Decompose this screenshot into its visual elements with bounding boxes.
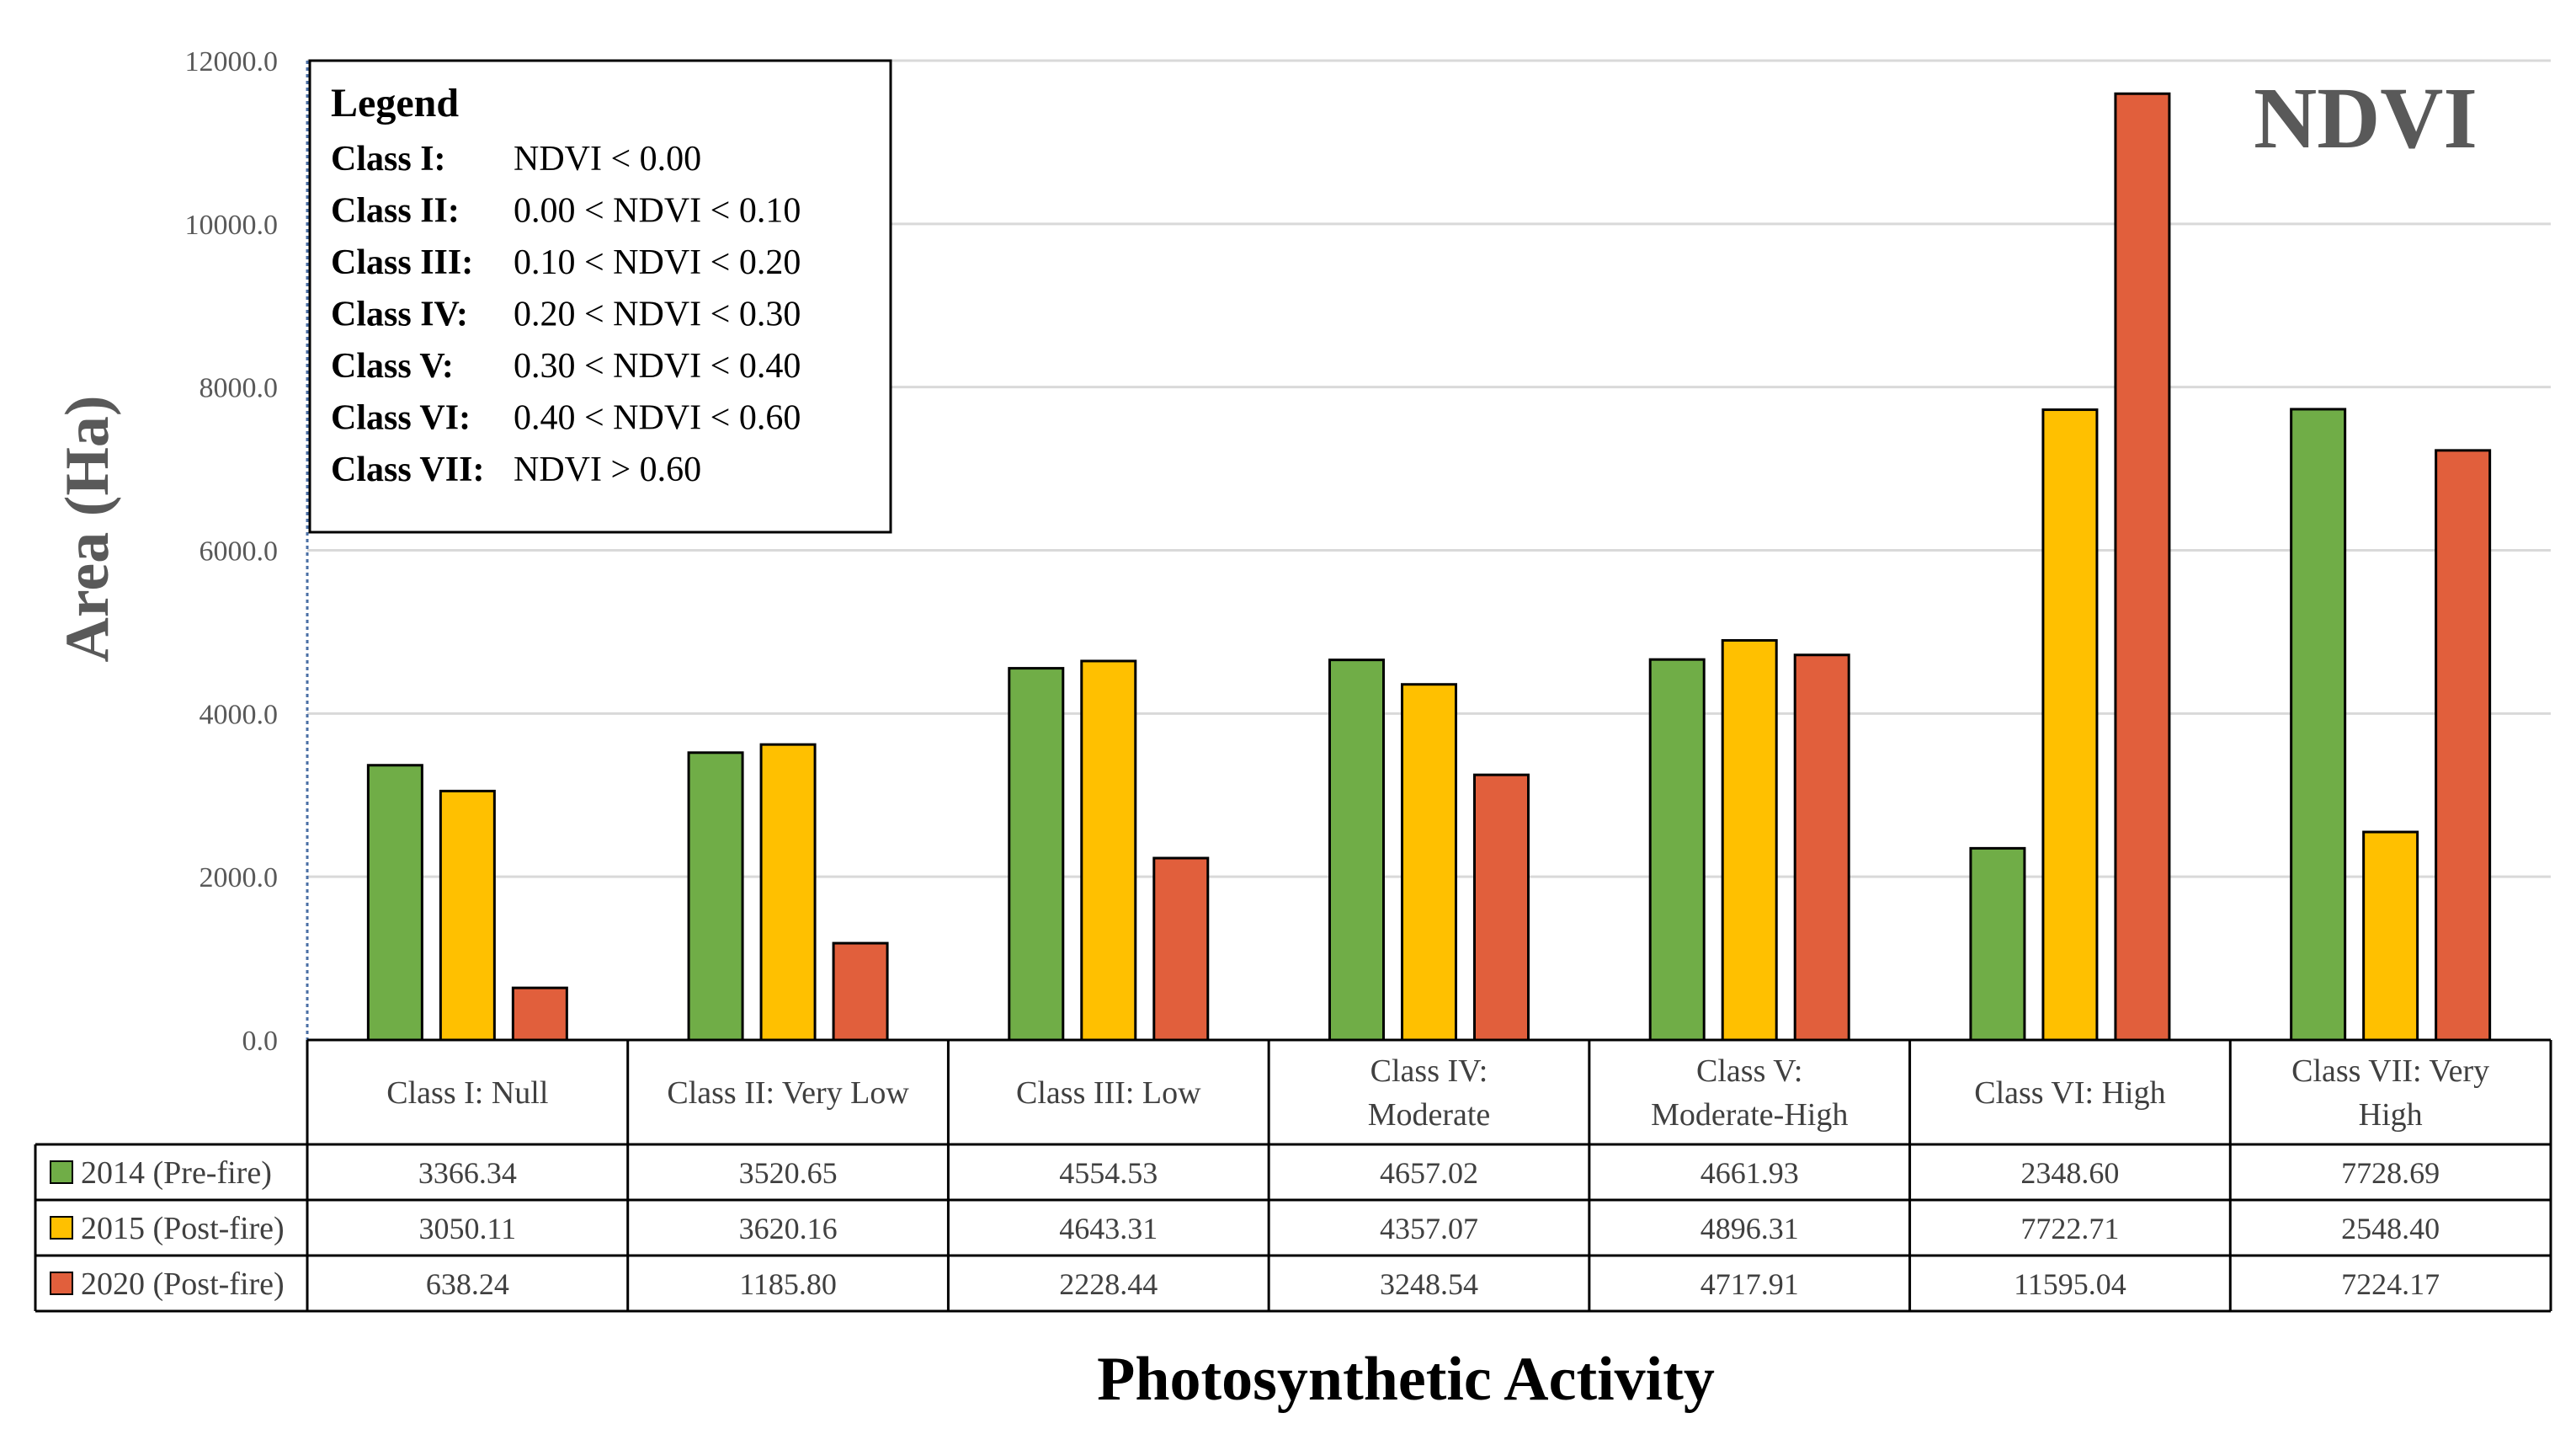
chart-title: NDVI [2254, 70, 2478, 167]
legend-title: Legend [331, 81, 459, 125]
data-label: 4661.93 [1700, 1156, 1799, 1190]
data-label: 3520.65 [739, 1156, 838, 1190]
series-name: 2014 (Pre-fire) [81, 1155, 272, 1191]
data-label: 2348.60 [2020, 1156, 2119, 1190]
data-label: 4717.91 [1700, 1267, 1799, 1301]
legend-class: Class I: [331, 140, 446, 179]
legend-range: 0.20 < NDVI < 0.30 [514, 296, 801, 334]
y-axis-label: Area (Ha) [53, 395, 122, 662]
bar-1-6 [1969, 846, 2026, 1042]
bar-2-6 [2041, 408, 2099, 1042]
bar-3-5 [1793, 653, 1850, 1042]
y-tick-labels: 0.0 2000.0 4000.0 6000.0 8000.0 10000.0 12000.… [185, 46, 279, 1057]
bar-1-7 [2290, 408, 2347, 1042]
bar-3-2 [832, 941, 889, 1042]
legend-range: NDVI > 0.60 [514, 451, 701, 489]
bar-2-1 [439, 789, 496, 1042]
legend-class: Class III: [331, 243, 473, 282]
legend-box: Legend Class I: NDVI < 0.00 Class II: 0.00 <… [308, 59, 892, 534]
bar-1-5 [1648, 658, 1706, 1042]
data-label: 3248.54 [1380, 1267, 1478, 1301]
y-tick-label: 4000.0 [200, 699, 279, 730]
legend-range: 0.30 < NDVI < 0.40 [514, 347, 801, 386]
category-label: Moderate [1368, 1097, 1491, 1133]
bar-3-3 [1152, 856, 1210, 1042]
legend-range: 0.00 < NDVI < 0.10 [514, 192, 801, 231]
data-label: 1185.80 [739, 1267, 837, 1301]
bar-2-3 [1080, 659, 1137, 1042]
bar-2-5 [1721, 638, 1778, 1042]
bar-3-7 [2435, 449, 2492, 1042]
legend-class: Class VII: [331, 451, 484, 489]
category-label: Class III: Low [1016, 1075, 1201, 1111]
y-tick-label: 0.0 [242, 1026, 279, 1057]
y-tick-label: 2000.0 [200, 862, 279, 893]
data-label: 2228.44 [1059, 1267, 1158, 1301]
data-label: 3050.11 [419, 1212, 517, 1245]
bar-1-3 [1008, 667, 1065, 1042]
y-tick-label: 6000.0 [200, 536, 279, 568]
category-label: Class IV: [1370, 1053, 1488, 1089]
category-label: Class V: [1696, 1053, 1802, 1089]
category-label: Moderate-High [1651, 1097, 1848, 1133]
data-table: Class I: Null Class II: Very Low Class III… [34, 1038, 2552, 1313]
data-label: 2548.40 [2341, 1212, 2440, 1245]
data-label: 7722.71 [2020, 1212, 2119, 1245]
data-label: 4896.31 [1700, 1212, 1799, 1245]
bar-2-7 [2362, 830, 2419, 1042]
data-label: 4657.02 [1380, 1156, 1478, 1190]
bar-1-2 [687, 751, 744, 1042]
legend-key [50, 1216, 73, 1240]
y-tick-label: 8000.0 [200, 373, 279, 404]
series-name: 2020 (Post-fire) [81, 1266, 285, 1302]
legend-frame [308, 59, 892, 534]
category-label: Class I: Null [386, 1075, 548, 1111]
category-label: Class II: Very Low [667, 1075, 909, 1111]
legend-key [50, 1272, 73, 1295]
data-label: 11595.04 [2014, 1267, 2126, 1301]
bars [366, 92, 2492, 1042]
y-tick-label: 12000.0 [185, 46, 279, 77]
data-label: 3366.34 [418, 1156, 517, 1190]
data-label: 4643.31 [1059, 1212, 1158, 1245]
bar-3-6 [2114, 92, 2171, 1042]
bar-1-4 [1328, 659, 1385, 1042]
legend-class: Class IV: [331, 296, 468, 334]
legend-range: 0.40 < NDVI < 0.60 [514, 399, 801, 438]
bar-1-1 [366, 764, 423, 1042]
x-axis-label: Photosynthetic Activity [1097, 1345, 1715, 1414]
legend-range: 0.10 < NDVI < 0.20 [514, 243, 801, 282]
y-tick-label: 10000.0 [185, 210, 279, 241]
data-label: 3620.16 [739, 1212, 838, 1245]
data-label: 638.24 [426, 1267, 509, 1301]
category-label: Class VI: High [1974, 1075, 2165, 1111]
data-label: 7728.69 [2341, 1156, 2440, 1190]
legend-range: NDVI < 0.00 [514, 140, 701, 179]
bar-2-4 [1401, 683, 1457, 1042]
category-label: High [2359, 1097, 2423, 1133]
data-label: 4554.53 [1059, 1156, 1158, 1190]
legend-key [50, 1160, 73, 1184]
category-label: Class VII: Very [2291, 1053, 2489, 1089]
legend-class: Class VI: [331, 399, 471, 438]
data-label: 4357.07 [1380, 1212, 1478, 1245]
series-name: 2015 (Post-fire) [81, 1211, 285, 1246]
legend-class: Class II: [331, 192, 460, 231]
bar-2-2 [759, 743, 817, 1042]
legend-class: Class V: [331, 347, 454, 386]
bar-3-1 [511, 986, 568, 1042]
bar-3-4 [1473, 773, 1530, 1042]
data-label: 7224.17 [2341, 1267, 2440, 1301]
